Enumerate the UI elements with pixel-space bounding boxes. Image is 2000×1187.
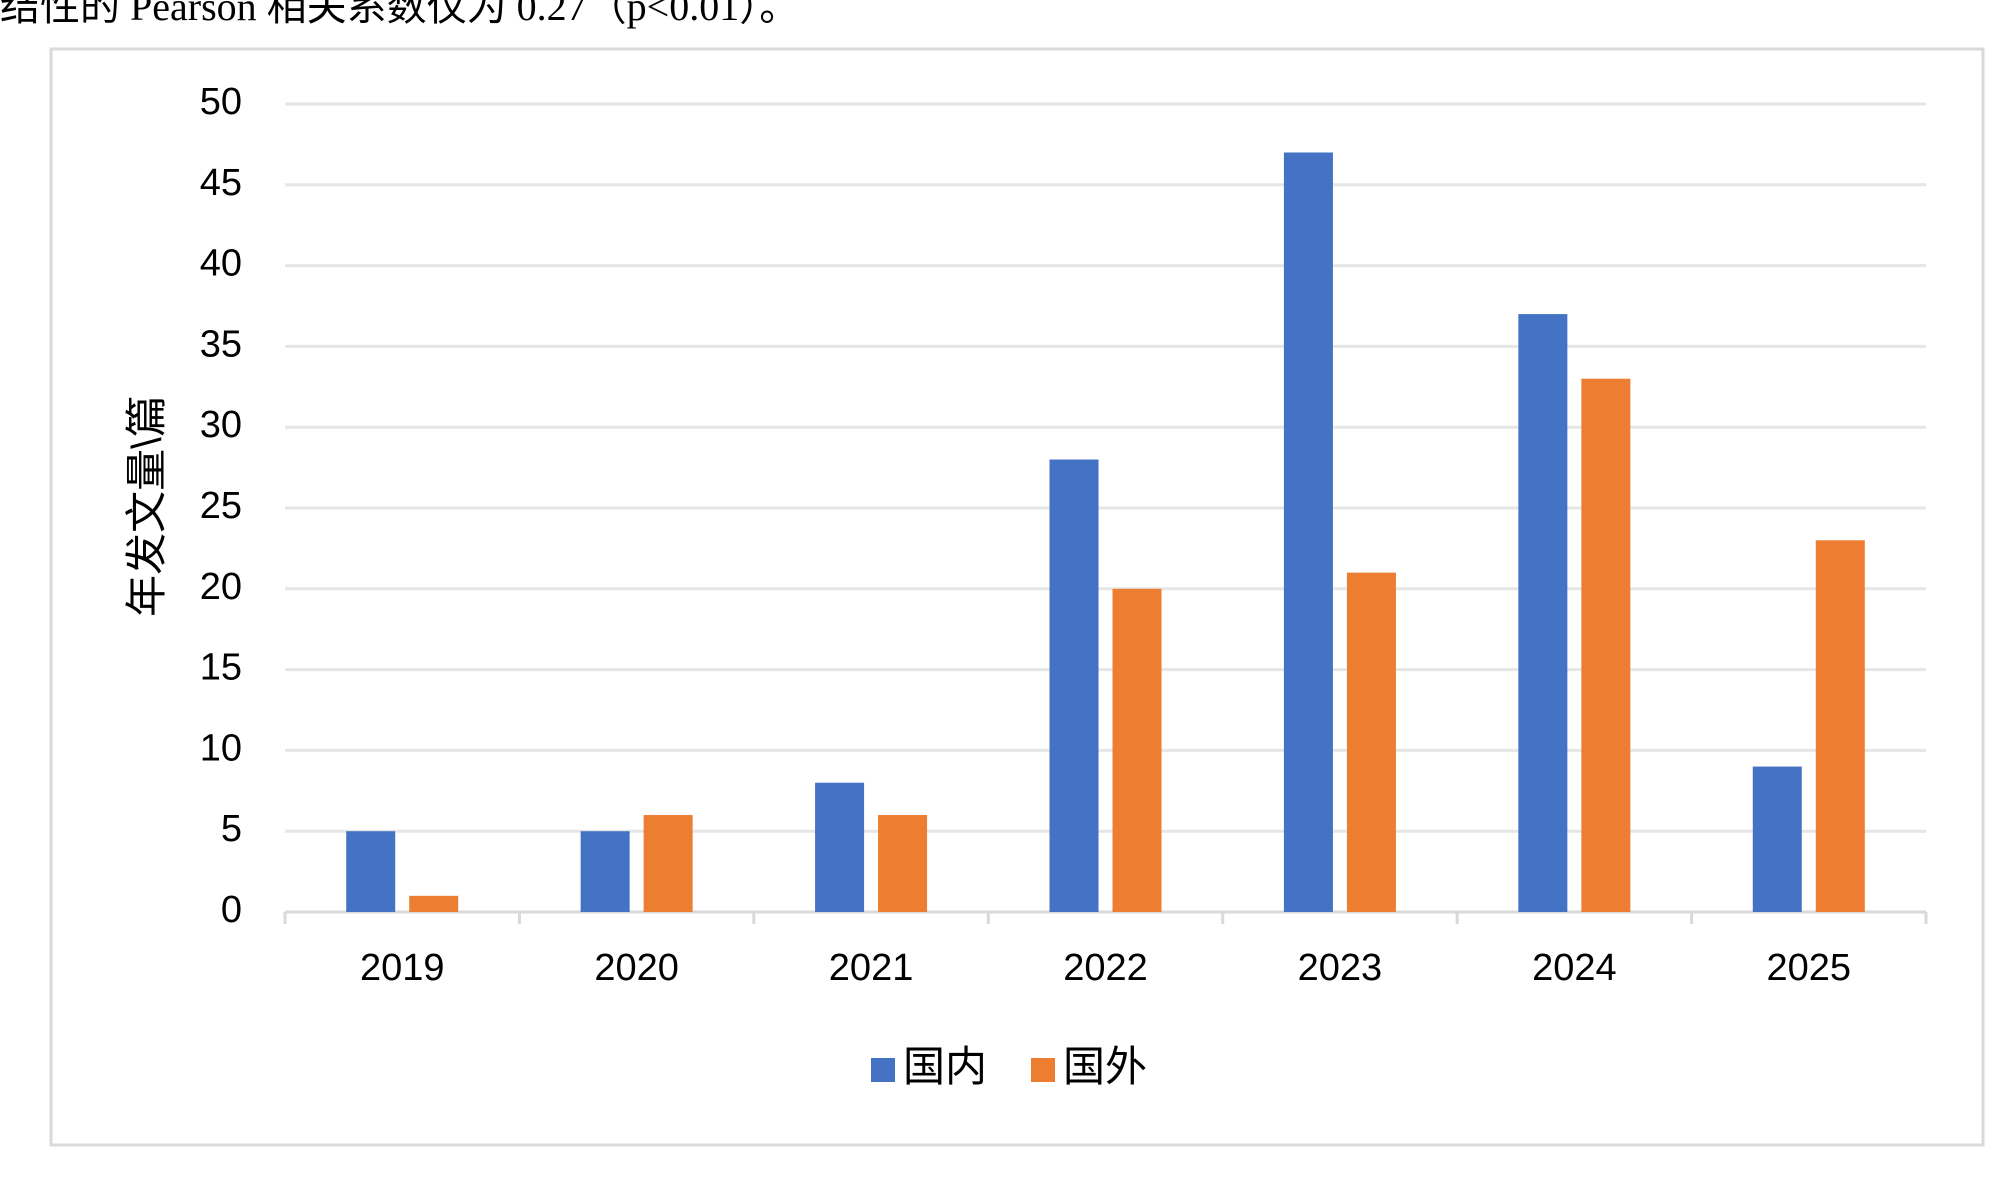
body-text: 结性的 Pearson 相关系数仅为 0.27（p<0.01）。: [0, 0, 800, 29]
legend-swatch: [1031, 1058, 1055, 1082]
x-tick-label: 2021: [829, 947, 914, 989]
bar: [878, 815, 928, 912]
y-tick-label: 25: [200, 485, 242, 527]
bar: [1049, 459, 1099, 912]
legend-label: 国外: [1063, 1043, 1147, 1090]
y-axis-title: 年发文量\篇: [123, 395, 170, 617]
bar: [346, 831, 396, 912]
y-tick-label: 50: [200, 81, 242, 123]
x-tick-label: 2025: [1767, 947, 1852, 989]
y-tick-label: 5: [221, 808, 242, 850]
bar: [1518, 314, 1568, 913]
bar: [1752, 766, 1802, 912]
x-tick-label: 2019: [360, 947, 445, 989]
bar: [1283, 152, 1333, 913]
legend-label: 国内: [903, 1043, 987, 1090]
legend-swatch: [871, 1058, 895, 1082]
bar: [580, 831, 630, 912]
y-tick-label: 0: [221, 889, 242, 931]
y-tick-label: 40: [200, 243, 242, 285]
bar: [409, 895, 459, 912]
x-tick-label: 2023: [1298, 947, 1383, 989]
bar: [1112, 588, 1162, 912]
y-tick-label: 45: [200, 162, 242, 204]
x-tick-label: 2024: [1532, 947, 1617, 989]
bar: [643, 815, 693, 912]
x-tick-label: 2020: [594, 947, 679, 989]
y-tick-label: 20: [200, 566, 242, 608]
bar: [1815, 540, 1865, 912]
y-tick-label: 35: [200, 323, 242, 365]
y-tick-label: 30: [200, 404, 242, 446]
chart-frame: [49, 47, 1985, 1147]
bar: [815, 782, 865, 912]
bar: [1346, 572, 1396, 912]
bar: [1581, 378, 1631, 913]
y-tick-label: 10: [200, 727, 242, 769]
x-tick-label: 2022: [1063, 947, 1148, 989]
y-tick-label: 15: [200, 647, 242, 689]
